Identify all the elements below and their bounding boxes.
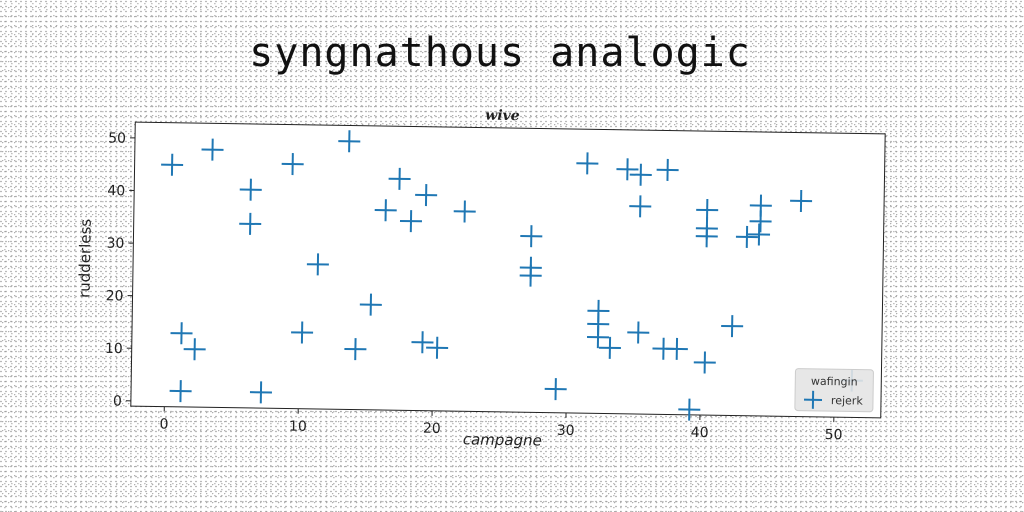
scatter-point <box>170 322 193 345</box>
scatter-point <box>306 253 329 276</box>
scatter-point <box>519 264 542 287</box>
legend-entry-label: rejerk <box>831 394 864 408</box>
y-tick-label: 30 <box>106 236 124 252</box>
scatter-point <box>693 351 716 374</box>
data-points <box>161 130 863 421</box>
y-tick-label: 0 <box>113 394 122 410</box>
scatter-point <box>656 158 679 181</box>
scatter-point <box>411 331 434 354</box>
scatter-point <box>161 153 184 176</box>
scatter-point <box>790 189 813 212</box>
scatter-point <box>520 225 543 248</box>
scatter-point <box>344 338 367 361</box>
scatter-point <box>453 200 476 223</box>
scatter-point <box>239 212 262 235</box>
scatter-point <box>249 381 272 404</box>
y-tick-label: 40 <box>107 183 125 199</box>
x-tick-label: 50 <box>825 427 843 443</box>
x-tick-label: 10 <box>289 419 307 435</box>
x-axis-label: campagne <box>463 430 542 449</box>
scatter-point <box>665 337 688 360</box>
scatter-point <box>359 293 382 316</box>
scatter-point <box>374 199 397 222</box>
scatter-point <box>388 167 411 190</box>
figure-suptitle: syngnathous analogic <box>249 30 751 76</box>
y-axis-label: rudderless <box>76 218 95 298</box>
scatter-point <box>399 210 423 233</box>
legend-frame <box>794 368 874 413</box>
x-tick-label: 20 <box>423 421 441 437</box>
x-tick-label: 0 <box>159 417 168 433</box>
y-tick-label: 20 <box>106 288 124 304</box>
scatter-point <box>629 163 652 186</box>
scatter-point <box>695 225 718 248</box>
scatter-point <box>678 398 701 421</box>
y-tick-label: 50 <box>108 130 126 146</box>
scatter-point <box>629 195 652 218</box>
plot-area <box>130 121 886 419</box>
scatter-point <box>587 326 610 349</box>
legend: wafingin rejerk <box>794 368 874 413</box>
scatter-point <box>415 184 438 207</box>
scatter-point <box>735 225 758 248</box>
scatter-point <box>696 198 719 222</box>
legend-title: wafingin <box>811 375 858 389</box>
scatter-point <box>201 138 224 161</box>
scatter-point <box>169 380 192 403</box>
scatter-point <box>281 153 304 176</box>
scatter-point <box>721 315 744 338</box>
y-tick-label: 10 <box>105 341 123 357</box>
scatter-point <box>749 194 772 217</box>
chart-title: wive <box>485 108 520 125</box>
scatter-point <box>183 338 206 361</box>
x-tick-label: 40 <box>691 425 709 441</box>
x-tick-label: 30 <box>557 423 575 439</box>
scatter-point <box>338 130 361 153</box>
scatter-point <box>291 321 314 344</box>
scatter-point <box>598 336 621 359</box>
legend-marker-plus-icon <box>803 390 823 409</box>
axis-ticks: 0 10 20 30 40 50 0 10 20 30 40 50 <box>105 130 843 443</box>
scatter-point <box>239 178 262 201</box>
scatter-point <box>576 152 599 175</box>
scatter-point <box>544 378 567 401</box>
scatter-point <box>616 158 639 181</box>
scatter-point <box>748 223 771 246</box>
scatter-point <box>627 321 650 344</box>
scatter-point <box>426 336 449 359</box>
